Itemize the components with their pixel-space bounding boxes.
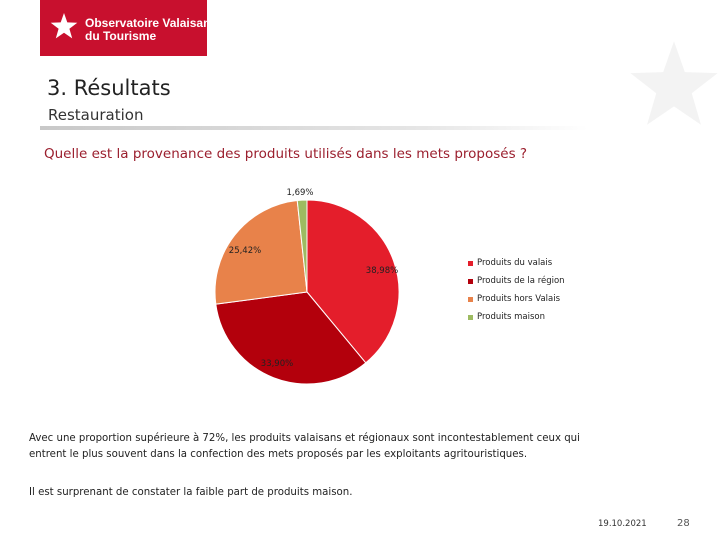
pie-chart: 38,98% 33,90% 25,42% 1,69% xyxy=(214,188,400,385)
analysis-paragraph: Avec une proportion supérieure à 72%, le… xyxy=(29,433,580,460)
page-number: 28 xyxy=(677,518,690,529)
data-label: 25,42% xyxy=(229,246,261,256)
page-title: 3. Résultats xyxy=(47,76,171,100)
legend-swatch xyxy=(468,279,473,284)
page-subtitle: Restauration xyxy=(48,106,144,124)
legend-swatch xyxy=(468,261,473,266)
data-label: 33,90% xyxy=(261,359,293,369)
decorative-star-icon xyxy=(630,41,718,125)
pie-slice xyxy=(214,199,308,305)
legend-swatch xyxy=(468,297,473,302)
pie-slice xyxy=(306,199,400,364)
legend-label: Produits du valais xyxy=(477,258,553,268)
footer-date: 19.10.2021 xyxy=(598,519,647,529)
legend-label: Produits de la région xyxy=(477,276,565,286)
legend-label: Produits hors Valais xyxy=(477,294,561,304)
pie-slice xyxy=(296,199,308,293)
title-divider xyxy=(40,126,588,130)
data-label: 38,98% xyxy=(366,266,398,276)
logo-text-line1: Observatoire Valaisan xyxy=(85,16,211,30)
logo-text-line2: du Tourisme xyxy=(85,29,157,43)
chart-question: Quelle est la provenance des produits ut… xyxy=(44,146,528,162)
star-icon xyxy=(50,13,78,39)
data-label: 1,69% xyxy=(286,188,313,198)
legend-swatch xyxy=(468,315,473,320)
legend-label: Produits maison xyxy=(477,312,545,322)
conclusion-paragraph: Il est surprenant de constater la faible… xyxy=(29,487,353,498)
pie-slice xyxy=(215,291,367,385)
logo: Observatoire Valaisan du Tourisme xyxy=(40,0,211,56)
